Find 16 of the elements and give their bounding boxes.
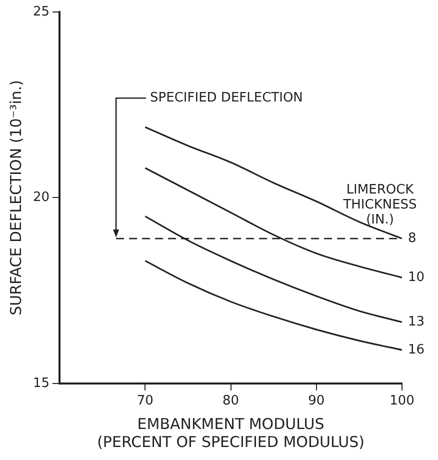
y-tick-label: 25 [32, 4, 50, 20]
y-tick-label: 20 [32, 190, 50, 206]
ref-line-label: SPECIFIED DEFLECTION [150, 90, 303, 106]
x-axis-title: EMBANKMENT MODULUS (PERCENT OF SPECIFIED MODULUS) [97, 414, 364, 451]
y-tick-label: 15 [32, 376, 50, 391]
series-label: 10 [408, 270, 425, 285]
series-label: 13 [408, 314, 425, 330]
legend-title: LIMEROCK THICKNESS (IN.) [342, 182, 417, 228]
series-label: 8 [408, 230, 416, 246]
line-series [144, 260, 402, 351]
x-tick-label: 80 [222, 394, 240, 409]
x-tick-label: 100 [390, 394, 414, 409]
series-label: 16 [408, 342, 425, 358]
x-tick-label: 90 [308, 394, 325, 409]
y-axis-title: SURFACE DEFLECTION (10⁻³in.) [6, 80, 25, 316]
x-tick-label: 70 [136, 394, 154, 409]
